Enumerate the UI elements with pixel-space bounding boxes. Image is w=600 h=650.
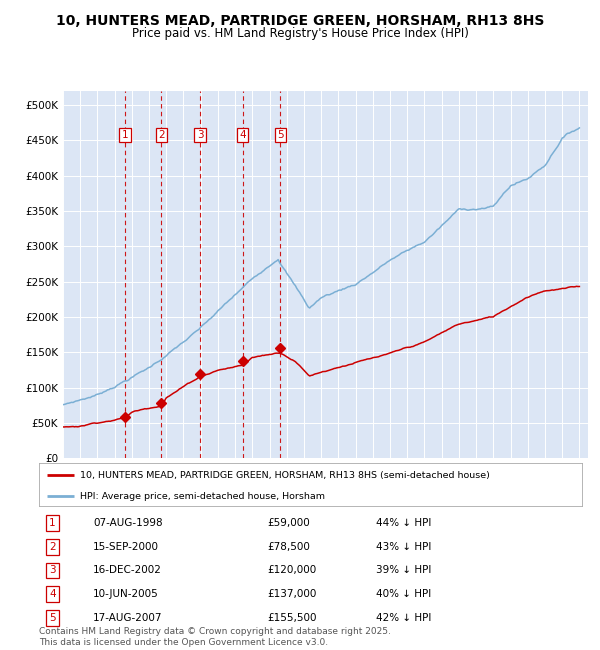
Text: 10, HUNTERS MEAD, PARTRIDGE GREEN, HORSHAM, RH13 8HS (semi-detached house): 10, HUNTERS MEAD, PARTRIDGE GREEN, HORSH… <box>80 471 490 480</box>
Text: 42% ↓ HPI: 42% ↓ HPI <box>376 613 431 623</box>
Text: 3: 3 <box>49 566 56 575</box>
Text: 16-DEC-2002: 16-DEC-2002 <box>94 566 162 575</box>
Text: 2: 2 <box>49 542 56 552</box>
Text: 15-SEP-2000: 15-SEP-2000 <box>94 542 160 552</box>
Text: 40% ↓ HPI: 40% ↓ HPI <box>376 589 431 599</box>
Text: 5: 5 <box>277 130 284 140</box>
Text: 39% ↓ HPI: 39% ↓ HPI <box>376 566 431 575</box>
Text: 2: 2 <box>158 130 164 140</box>
Text: Price paid vs. HM Land Registry's House Price Index (HPI): Price paid vs. HM Land Registry's House … <box>131 27 469 40</box>
Text: 10-JUN-2005: 10-JUN-2005 <box>94 589 159 599</box>
Text: £137,000: £137,000 <box>267 589 316 599</box>
Text: £155,500: £155,500 <box>267 613 317 623</box>
Text: £59,000: £59,000 <box>267 518 310 528</box>
Text: 4: 4 <box>239 130 246 140</box>
Text: 43% ↓ HPI: 43% ↓ HPI <box>376 542 431 552</box>
Text: £120,000: £120,000 <box>267 566 316 575</box>
Text: 44% ↓ HPI: 44% ↓ HPI <box>376 518 431 528</box>
Text: £78,500: £78,500 <box>267 542 310 552</box>
Text: 5: 5 <box>49 613 56 623</box>
Text: 4: 4 <box>49 589 56 599</box>
Text: 10, HUNTERS MEAD, PARTRIDGE GREEN, HORSHAM, RH13 8HS: 10, HUNTERS MEAD, PARTRIDGE GREEN, HORSH… <box>56 14 544 29</box>
Text: 1: 1 <box>122 130 128 140</box>
Text: Contains HM Land Registry data © Crown copyright and database right 2025.
This d: Contains HM Land Registry data © Crown c… <box>39 627 391 647</box>
Text: HPI: Average price, semi-detached house, Horsham: HPI: Average price, semi-detached house,… <box>80 492 325 501</box>
Text: 3: 3 <box>197 130 203 140</box>
Text: 07-AUG-1998: 07-AUG-1998 <box>94 518 163 528</box>
Text: 17-AUG-2007: 17-AUG-2007 <box>94 613 163 623</box>
Text: 1: 1 <box>49 518 56 528</box>
